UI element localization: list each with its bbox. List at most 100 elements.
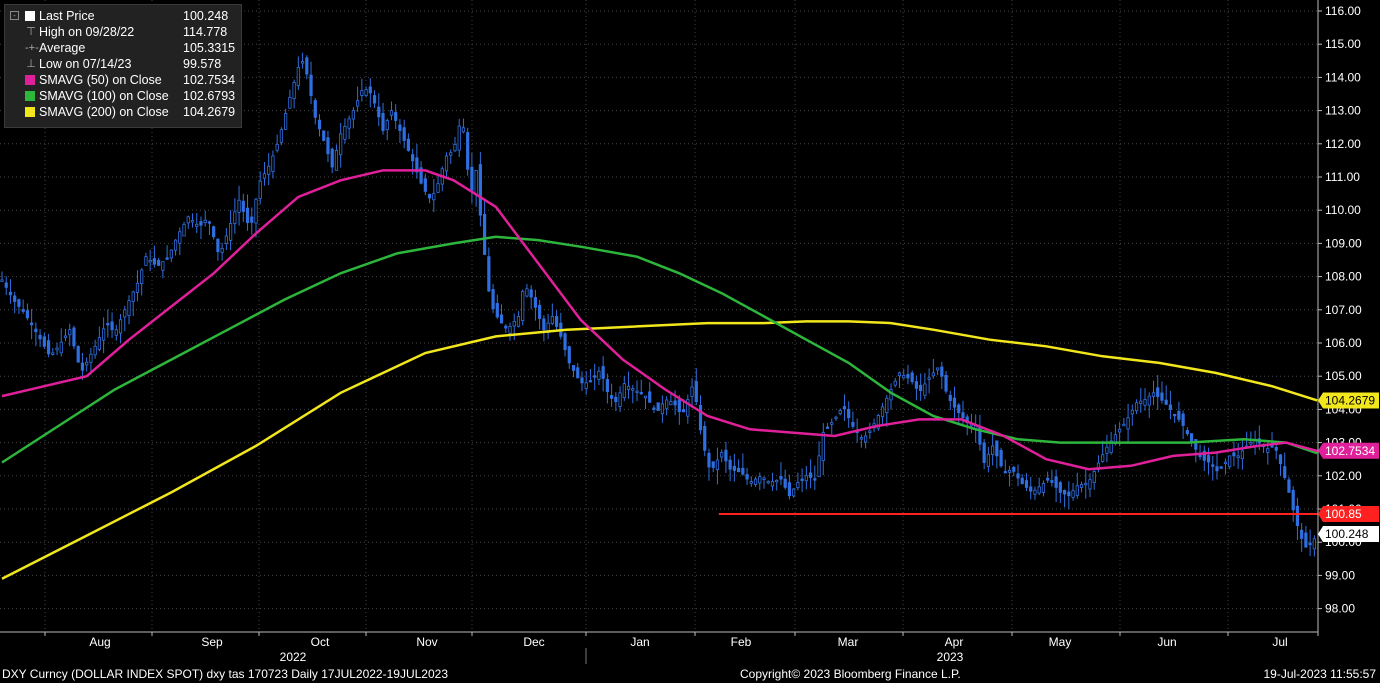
candle-body xyxy=(1274,447,1278,451)
x-month-label: Jun xyxy=(1157,635,1176,649)
axes: 98.0099.00100.00101.00102.00103.00104.00… xyxy=(0,0,1362,664)
candle-body xyxy=(1084,482,1088,486)
candle-body xyxy=(961,412,965,419)
candle-body xyxy=(707,452,711,468)
candles xyxy=(0,52,1316,557)
candle-body xyxy=(665,399,669,409)
price-tag: 100.248 xyxy=(1318,525,1379,542)
candle-body xyxy=(38,334,42,340)
y-tick-label: 109.00 xyxy=(1325,236,1362,250)
candle-body xyxy=(698,405,703,431)
candle-body xyxy=(343,125,347,140)
candle-body xyxy=(694,381,698,403)
candle-body xyxy=(1054,476,1058,488)
candle-body xyxy=(868,430,872,433)
candle-body xyxy=(813,478,817,481)
candle-body xyxy=(1126,417,1130,430)
candle-body xyxy=(377,106,381,118)
candle-body xyxy=(1037,486,1041,494)
candle-body xyxy=(46,340,51,355)
candle-body xyxy=(1003,471,1007,474)
candle-body xyxy=(1067,491,1071,497)
candle-body xyxy=(1223,461,1228,465)
price-tag-label: 100.248 xyxy=(1325,527,1369,541)
candle-body xyxy=(326,137,330,155)
candle-body xyxy=(364,89,368,96)
x-month-label: Jul xyxy=(1272,635,1287,649)
candle-body xyxy=(652,407,656,410)
x-month-label: Sep xyxy=(201,635,223,649)
candle-body xyxy=(1143,399,1147,406)
price-tag-box xyxy=(1318,505,1379,522)
price-tag-label: 104.2679 xyxy=(1325,394,1375,408)
candle-body xyxy=(1300,529,1304,539)
candle-body xyxy=(1291,489,1295,511)
candle-body xyxy=(715,459,720,471)
candle-body xyxy=(521,291,525,321)
candle-body xyxy=(808,472,813,478)
candle-body xyxy=(1050,480,1054,483)
candle-body xyxy=(415,157,419,173)
candle-body xyxy=(317,119,322,130)
candle-body xyxy=(525,288,529,297)
candle-body xyxy=(1088,479,1092,490)
candle-body xyxy=(512,321,516,327)
moving-averages xyxy=(1,169,1318,580)
candle-body xyxy=(262,173,267,179)
candle-body xyxy=(59,341,63,354)
candle-body xyxy=(1122,423,1126,427)
candle-body xyxy=(453,143,457,152)
candle-body xyxy=(13,295,17,302)
candle-body xyxy=(271,155,275,172)
candle-body xyxy=(284,113,288,130)
candle-body xyxy=(758,476,762,484)
candle-body xyxy=(406,138,411,151)
candle-body xyxy=(1007,469,1012,473)
candle-body xyxy=(237,199,241,213)
candle-body xyxy=(199,221,203,226)
candle-body xyxy=(245,207,250,224)
candle-body xyxy=(859,437,863,440)
candle-body xyxy=(605,379,609,393)
candle-body xyxy=(957,404,961,414)
candle-body xyxy=(330,148,334,168)
candle-body xyxy=(1168,404,1173,410)
candle-body xyxy=(876,415,880,429)
x-month-label: Feb xyxy=(731,635,752,649)
candle-body xyxy=(499,314,504,324)
candle-body xyxy=(275,143,279,151)
footer-ticker-info: DXY Curncy (DOLLAR INDEX SPOT) dxy tas 1… xyxy=(2,667,448,681)
candle-body xyxy=(224,235,228,245)
candle-body xyxy=(292,81,296,100)
candle-body xyxy=(169,249,173,259)
collapse-icon[interactable]: - xyxy=(10,11,19,20)
price-tag-box xyxy=(1318,442,1379,459)
candle-body xyxy=(0,279,4,282)
x-year-label: 2022 xyxy=(280,650,307,664)
candle-body xyxy=(1156,387,1160,397)
candle-body xyxy=(893,380,897,386)
x-month-label: Dec xyxy=(523,635,544,649)
candle-body xyxy=(643,395,648,399)
footer-copyright: Copyright© 2023 Bloomberg Finance L.P. xyxy=(740,667,961,681)
candle-body xyxy=(842,406,847,410)
candle-body xyxy=(279,129,284,143)
candle-body xyxy=(563,333,567,351)
square-icon xyxy=(25,11,35,21)
candle-body xyxy=(97,337,101,350)
candle-body xyxy=(741,467,745,475)
candle-body xyxy=(567,346,571,364)
candle-body xyxy=(258,180,262,199)
x-month-label: May xyxy=(1049,635,1072,649)
candle-body xyxy=(216,238,220,253)
y-tick-label: 99.00 xyxy=(1325,568,1355,582)
candle-body xyxy=(1202,450,1206,461)
candle-body xyxy=(1151,392,1156,397)
candle-body xyxy=(677,399,681,413)
candle-body xyxy=(838,410,842,415)
candle-body xyxy=(30,322,34,326)
square-icon xyxy=(25,107,35,117)
candle-body xyxy=(1240,450,1244,460)
y-tick-label: 111.00 xyxy=(1325,170,1360,184)
candle-body xyxy=(1105,446,1109,454)
